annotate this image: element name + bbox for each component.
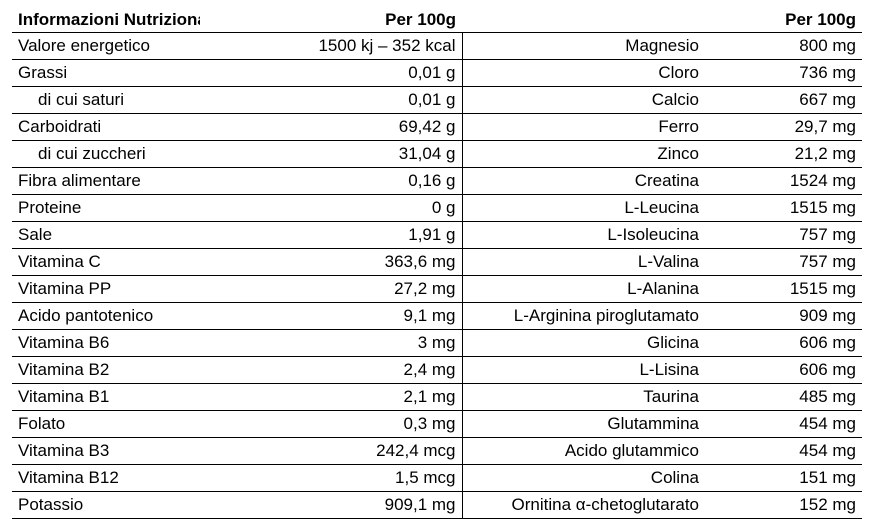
table-row: Fibra alimentare 0,16 g Creatina 1524 mg bbox=[12, 167, 862, 195]
nutrient-value-left: 0,01 g bbox=[200, 59, 463, 87]
nutrient-value-right: 152 mg bbox=[705, 491, 862, 519]
table-row: Carboidrati 69,42 g Ferro 29,7 mg bbox=[12, 113, 862, 141]
nutrient-name-left: Fibra alimentare bbox=[12, 167, 200, 195]
table-row: Vitamina PP 27,2 mg L-Alanina 1515 mg bbox=[12, 275, 862, 303]
nutrient-name-right: Ferro bbox=[462, 113, 705, 141]
nutrient-value-right: 736 mg bbox=[705, 59, 862, 87]
nutrient-name-left: Vitamina B2 bbox=[12, 356, 200, 384]
nutrient-value-right: 1524 mg bbox=[705, 167, 862, 195]
nutrient-name-left: Proteine bbox=[12, 194, 200, 222]
nutrient-name-left: di cui zuccheri bbox=[12, 140, 200, 168]
table-row: Vitamina B1 2,1 mg Taurina 485 mg bbox=[12, 383, 862, 411]
header-nutrition-info: Informazioni Nutrizionali bbox=[12, 8, 200, 33]
table-row: Proteine 0 g L-Leucina 1515 mg bbox=[12, 194, 862, 222]
nutrient-name-right: Cloro bbox=[462, 59, 705, 87]
nutrient-name-right: Ornitina α-chetoglutarato bbox=[462, 491, 705, 519]
nutrient-name-right: L-Arginina piroglutamato bbox=[462, 302, 705, 330]
nutrient-value-left: 363,6 mg bbox=[200, 248, 463, 276]
nutrient-name-left: Vitamina B3 bbox=[12, 437, 200, 465]
nutrient-value-left: 1,5 mcg bbox=[200, 464, 463, 492]
nutrient-value-right: 1515 mg bbox=[705, 194, 862, 222]
nutrient-value-left: 909,1 mg bbox=[200, 491, 463, 519]
nutrient-name-right: Glutammina bbox=[462, 410, 705, 438]
nutrient-value-right: 757 mg bbox=[705, 248, 862, 276]
table-row: Folato 0,3 mg Glutammina 454 mg bbox=[12, 410, 862, 438]
table-row: di cui zuccheri 31,04 g Zinco 21,2 mg bbox=[12, 140, 862, 168]
table-body: Valore energetico 1500 kj – 352 kcal Magne… bbox=[12, 32, 862, 519]
nutrient-name-left: Carboidrati bbox=[12, 113, 200, 141]
nutrition-table: Informazioni Nutrizionali Per 100g Per 1… bbox=[12, 8, 862, 519]
table-row: Vitamina B12 1,5 mcg Colina 151 mg bbox=[12, 464, 862, 492]
nutrient-name-left: Grassi bbox=[12, 59, 200, 87]
nutrient-value-left: 1,91 g bbox=[200, 221, 463, 249]
nutrient-name-right: Zinco bbox=[462, 140, 705, 168]
table-row: di cui saturi 0,01 g Calcio 667 mg bbox=[12, 86, 862, 114]
nutrient-name-right: L-Lisina bbox=[462, 356, 705, 384]
header-per-100g-left: Per 100g bbox=[200, 8, 462, 33]
nutrient-name-left: Sale bbox=[12, 221, 200, 249]
table-row: Grassi 0,01 g Cloro 736 mg bbox=[12, 59, 862, 87]
nutrient-value-right: 29,7 mg bbox=[705, 113, 862, 141]
nutrient-name-right: Acido glutammico bbox=[462, 437, 705, 465]
nutrient-value-left: 27,2 mg bbox=[200, 275, 463, 303]
nutrient-name-right: Colina bbox=[462, 464, 705, 492]
nutrient-name-left: Vitamina B12 bbox=[12, 464, 200, 492]
nutrient-name-left: Valore energetico bbox=[12, 32, 200, 60]
table-row: Sale 1,91 g L-Isoleucina 757 mg bbox=[12, 221, 862, 249]
nutrient-name-right: Magnesio bbox=[462, 32, 705, 60]
nutrient-value-right: 454 mg bbox=[705, 410, 862, 438]
header-row: Informazioni Nutrizionali Per 100g Per 1… bbox=[12, 8, 862, 33]
nutrient-value-right: 151 mg bbox=[705, 464, 862, 492]
header-blank bbox=[462, 8, 705, 33]
nutrient-name-right: L-Isoleucina bbox=[462, 221, 705, 249]
nutrient-name-right: Glicina bbox=[462, 329, 705, 357]
table-row: Valore energetico 1500 kj – 352 kcal Magne… bbox=[12, 32, 862, 60]
nutrient-value-left: 2,4 mg bbox=[200, 356, 463, 384]
nutrient-value-right: 485 mg bbox=[705, 383, 862, 411]
nutrient-name-left: Vitamina C bbox=[12, 248, 200, 276]
nutrient-value-left: 3 mg bbox=[200, 329, 463, 357]
nutrient-name-right: L-Valina bbox=[462, 248, 705, 276]
nutrient-name-left: di cui saturi bbox=[12, 86, 200, 114]
nutrient-name-right: L-Alanina bbox=[462, 275, 705, 303]
table-row: Vitamina C 363,6 mg L-Valina 757 mg bbox=[12, 248, 862, 276]
nutrient-value-right: 606 mg bbox=[705, 329, 862, 357]
nutrient-value-left: 0 g bbox=[200, 194, 463, 222]
nutrient-name-right: Calcio bbox=[462, 86, 705, 114]
table-row: Vitamina B2 2,4 mg L-Lisina 606 mg bbox=[12, 356, 862, 384]
table-row: Vitamina B3 242,4 mcg Acido glutammico 454 … bbox=[12, 437, 862, 465]
nutrient-name-left: Potassio bbox=[12, 491, 200, 519]
table-row: Acido pantotenico 9,1 mg L-Arginina pirogl… bbox=[12, 302, 862, 330]
table-row: Potassio 909,1 mg Ornitina α-chetoglutarat… bbox=[12, 491, 862, 519]
nutrient-name-left: Vitamina B1 bbox=[12, 383, 200, 411]
nutrient-value-left: 31,04 g bbox=[200, 140, 463, 168]
nutrient-value-left: 9,1 mg bbox=[200, 302, 463, 330]
nutrient-name-left: Vitamina PP bbox=[12, 275, 200, 303]
nutrient-value-right: 757 mg bbox=[705, 221, 862, 249]
nutrient-value-left: 0,16 g bbox=[200, 167, 463, 195]
nutrient-value-right: 21,2 mg bbox=[705, 140, 862, 168]
nutrient-name-left: Folato bbox=[12, 410, 200, 438]
nutrient-value-left: 1500 kj – 352 kcal bbox=[200, 32, 463, 60]
nutrient-value-left: 242,4 mcg bbox=[200, 437, 463, 465]
header-per-100g-right: Per 100g bbox=[705, 8, 862, 33]
nutrient-value-right: 606 mg bbox=[705, 356, 862, 384]
nutrient-name-right: Creatina bbox=[462, 167, 705, 195]
nutrient-value-left: 2,1 mg bbox=[200, 383, 463, 411]
nutrient-value-left: 0,01 g bbox=[200, 86, 463, 114]
nutrient-name-left: Acido pantotenico bbox=[12, 302, 200, 330]
nutrient-value-right: 1515 mg bbox=[705, 275, 862, 303]
nutrient-value-left: 0,3 mg bbox=[200, 410, 463, 438]
nutrient-value-right: 667 mg bbox=[705, 86, 862, 114]
nutrient-value-right: 800 mg bbox=[705, 32, 862, 60]
nutrient-value-left: 69,42 g bbox=[200, 113, 463, 141]
nutrition-table-container: Informazioni Nutrizionali Per 100g Per 1… bbox=[12, 8, 862, 519]
nutrient-value-right: 454 mg bbox=[705, 437, 862, 465]
table-row: Vitamina B6 3 mg Glicina 606 mg bbox=[12, 329, 862, 357]
nutrient-name-right: L-Leucina bbox=[462, 194, 705, 222]
nutrient-value-right: 909 mg bbox=[705, 302, 862, 330]
nutrient-name-right: Taurina bbox=[462, 383, 705, 411]
nutrient-name-left: Vitamina B6 bbox=[12, 329, 200, 357]
table-header: Informazioni Nutrizionali Per 100g Per 1… bbox=[12, 8, 862, 33]
